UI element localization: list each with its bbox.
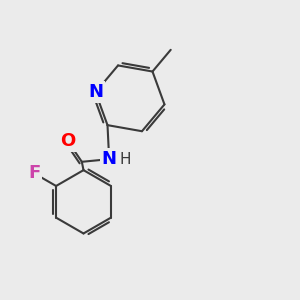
Text: F: F: [28, 164, 40, 182]
Text: O: O: [60, 132, 76, 150]
Text: N: N: [88, 83, 103, 101]
Text: N: N: [102, 150, 117, 168]
Text: H: H: [119, 152, 131, 167]
